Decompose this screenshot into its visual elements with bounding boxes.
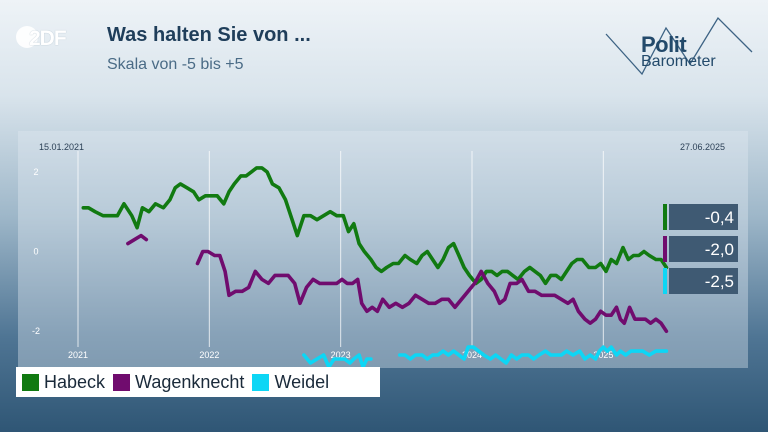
chart-title: Was halten Sie von ... (107, 24, 311, 46)
zdf-logo-mark (16, 26, 38, 48)
legend-label-habeck: Habeck (44, 371, 106, 392)
value-label-weidel: -2,5 (705, 272, 734, 291)
zdf-logo-text: 2DF (29, 27, 67, 50)
legend-label-wagenknecht: Wagenknecht (135, 371, 245, 392)
x-tick-label-2023: 2023 (331, 350, 351, 360)
y-tick-label: 0 (33, 247, 38, 257)
zdf-logo: 2DF (16, 26, 80, 52)
brand-line-1: Polit (641, 32, 687, 57)
chart-panel: 2021 2022 2023 2024 2025 2 0 -2 15.01.2021 27.06.… (18, 131, 748, 368)
value-box-habeck (669, 204, 738, 230)
legend-label-weidel: Weidel (274, 371, 330, 392)
start-date-label: 15.01.2021 (39, 142, 84, 152)
y-tick-label: -2 (32, 326, 40, 336)
series-line-weidel-1 (397, 345, 669, 365)
series-line-wagenknecht-1 (195, 249, 669, 333)
politbarometer-logo: Polit Barometer (604, 14, 754, 86)
value-box-marker-wagenknecht (663, 236, 667, 262)
chart-legend: Habeck Wagenknecht Weidel (16, 367, 380, 397)
series-line-weidel-0 (302, 353, 373, 368)
x-tick-label-2025: 2025 (593, 350, 613, 360)
line-chart: 2021 2022 2023 2024 2025 2 0 -2 15.01.2021 27.06.… (32, 142, 738, 368)
legend-swatch-weidel (252, 373, 270, 391)
y-tick-label: 2 (33, 167, 38, 177)
politbarometer-zigzag-icon (605, 16, 753, 76)
chart-subtitle: Skala von -5 bis +5 (107, 56, 244, 73)
end-date-label: 27.06.2025 (680, 142, 725, 152)
legend-item-wagenknecht: Wagenknecht (113, 372, 244, 393)
series-line-habeck-0 (81, 166, 669, 286)
value-box-wagenknecht (669, 236, 738, 262)
value-label-habeck: -0,4 (705, 208, 734, 227)
legend-item-weidel: Weidel (252, 372, 329, 393)
value-box-marker-habeck (663, 204, 667, 230)
value-box-weidel (669, 268, 738, 294)
series-line-wagenknecht-0 (126, 233, 149, 246)
x-tick-label-2024: 2024 (462, 350, 482, 360)
legend-swatch-habeck (22, 373, 39, 391)
value-box-marker-weidel (663, 268, 667, 294)
value-label-wagenknecht: -2,0 (705, 240, 734, 259)
x-tick-label-2021: 2021 (68, 350, 88, 360)
brand-line-2: Barometer (641, 53, 716, 70)
x-tick-label-2022: 2022 (199, 350, 219, 360)
legend-item-habeck: Habeck (22, 372, 105, 393)
legend-swatch-wagenknecht (113, 373, 131, 391)
